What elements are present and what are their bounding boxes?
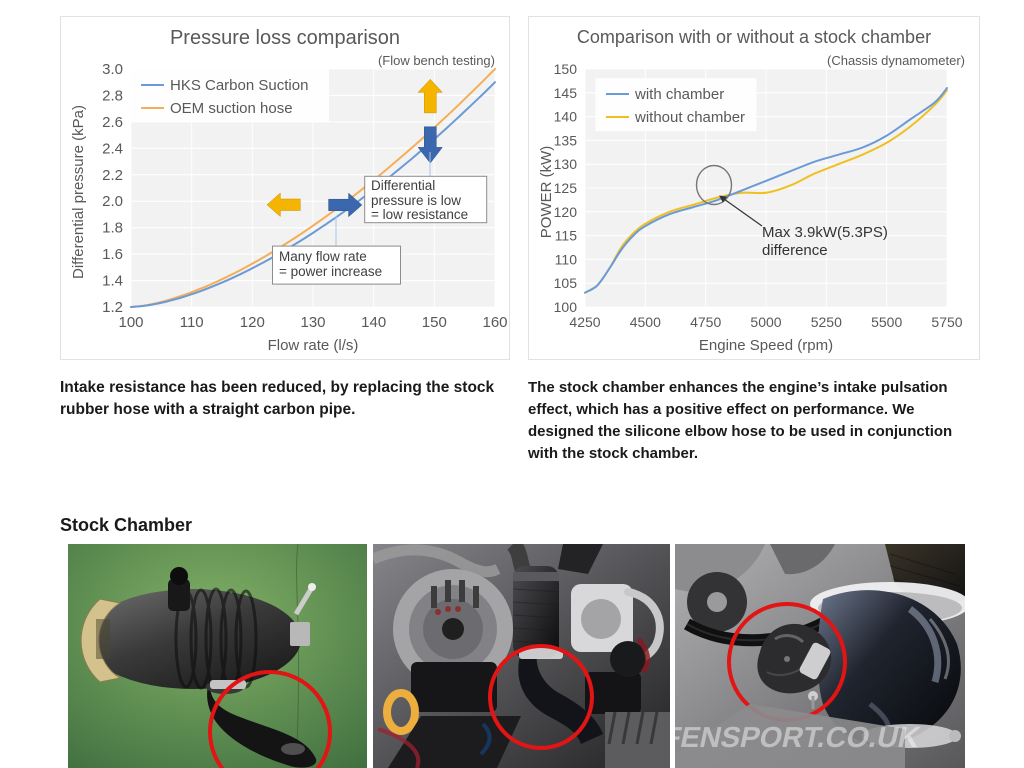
svg-text:= low resistance: = low resistance <box>371 207 468 222</box>
svg-text:125: 125 <box>554 180 578 196</box>
svg-text:1.4: 1.4 <box>102 273 123 290</box>
svg-text:2.6: 2.6 <box>102 114 123 131</box>
svg-text:5250: 5250 <box>811 314 842 330</box>
svg-text:Many flow rate: Many flow rate <box>279 249 367 264</box>
svg-text:5000: 5000 <box>750 314 781 330</box>
svg-text:5500: 5500 <box>871 314 902 330</box>
svg-text:© FENSPORT.CO.UK: © FENSPORT.CO.UK <box>675 721 923 754</box>
svg-text:with chamber: with chamber <box>634 86 724 103</box>
svg-text:3.0: 3.0 <box>102 61 123 78</box>
svg-text:130: 130 <box>300 314 325 331</box>
svg-text:Differential pressure (kPa): Differential pressure (kPa) <box>70 105 87 279</box>
svg-text:OEM suction hose: OEM suction hose <box>170 100 293 117</box>
svg-text:140: 140 <box>554 109 578 125</box>
svg-text:105: 105 <box>554 275 578 291</box>
svg-text:2.4: 2.4 <box>102 140 123 157</box>
svg-text:130: 130 <box>554 156 578 172</box>
svg-text:1.8: 1.8 <box>102 220 123 237</box>
svg-text:100: 100 <box>554 299 578 315</box>
svg-text:POWER (kW): POWER (kW) <box>538 146 555 238</box>
svg-text:160: 160 <box>482 314 507 331</box>
svg-text:135: 135 <box>554 132 578 148</box>
svg-text:115: 115 <box>555 228 578 244</box>
svg-text:140: 140 <box>361 314 386 331</box>
svg-text:2.0: 2.0 <box>102 193 123 210</box>
svg-text:Engine Speed (rpm): Engine Speed (rpm) <box>699 337 833 354</box>
svg-text:150: 150 <box>554 61 578 77</box>
svg-text:2.8: 2.8 <box>102 87 123 104</box>
svg-text:1.6: 1.6 <box>102 246 123 263</box>
svg-text:pressure is low: pressure is low <box>371 193 461 208</box>
svg-text:150: 150 <box>422 314 447 331</box>
svg-text:5750: 5750 <box>931 314 962 330</box>
svg-text:HKS Carbon Suction: HKS Carbon Suction <box>170 77 308 94</box>
svg-text:145: 145 <box>554 85 578 101</box>
svg-text:Differential: Differential <box>371 178 435 193</box>
svg-text:110: 110 <box>555 251 578 267</box>
svg-text:Max 3.9kW(5.3PS): Max 3.9kW(5.3PS) <box>762 224 888 241</box>
svg-text:120: 120 <box>240 314 265 331</box>
svg-text:without chamber: without chamber <box>634 109 745 126</box>
svg-text:difference: difference <box>762 242 828 259</box>
svg-text:100: 100 <box>118 314 143 331</box>
svg-text:4250: 4250 <box>569 314 600 330</box>
svg-text:4500: 4500 <box>630 314 661 330</box>
svg-text:= power increase: = power increase <box>279 264 382 279</box>
svg-text:4750: 4750 <box>690 314 721 330</box>
svg-text:2.2: 2.2 <box>102 167 123 184</box>
svg-text:110: 110 <box>180 314 204 331</box>
svg-text:120: 120 <box>554 204 578 220</box>
svg-text:Flow rate (l/s): Flow rate (l/s) <box>268 337 359 354</box>
